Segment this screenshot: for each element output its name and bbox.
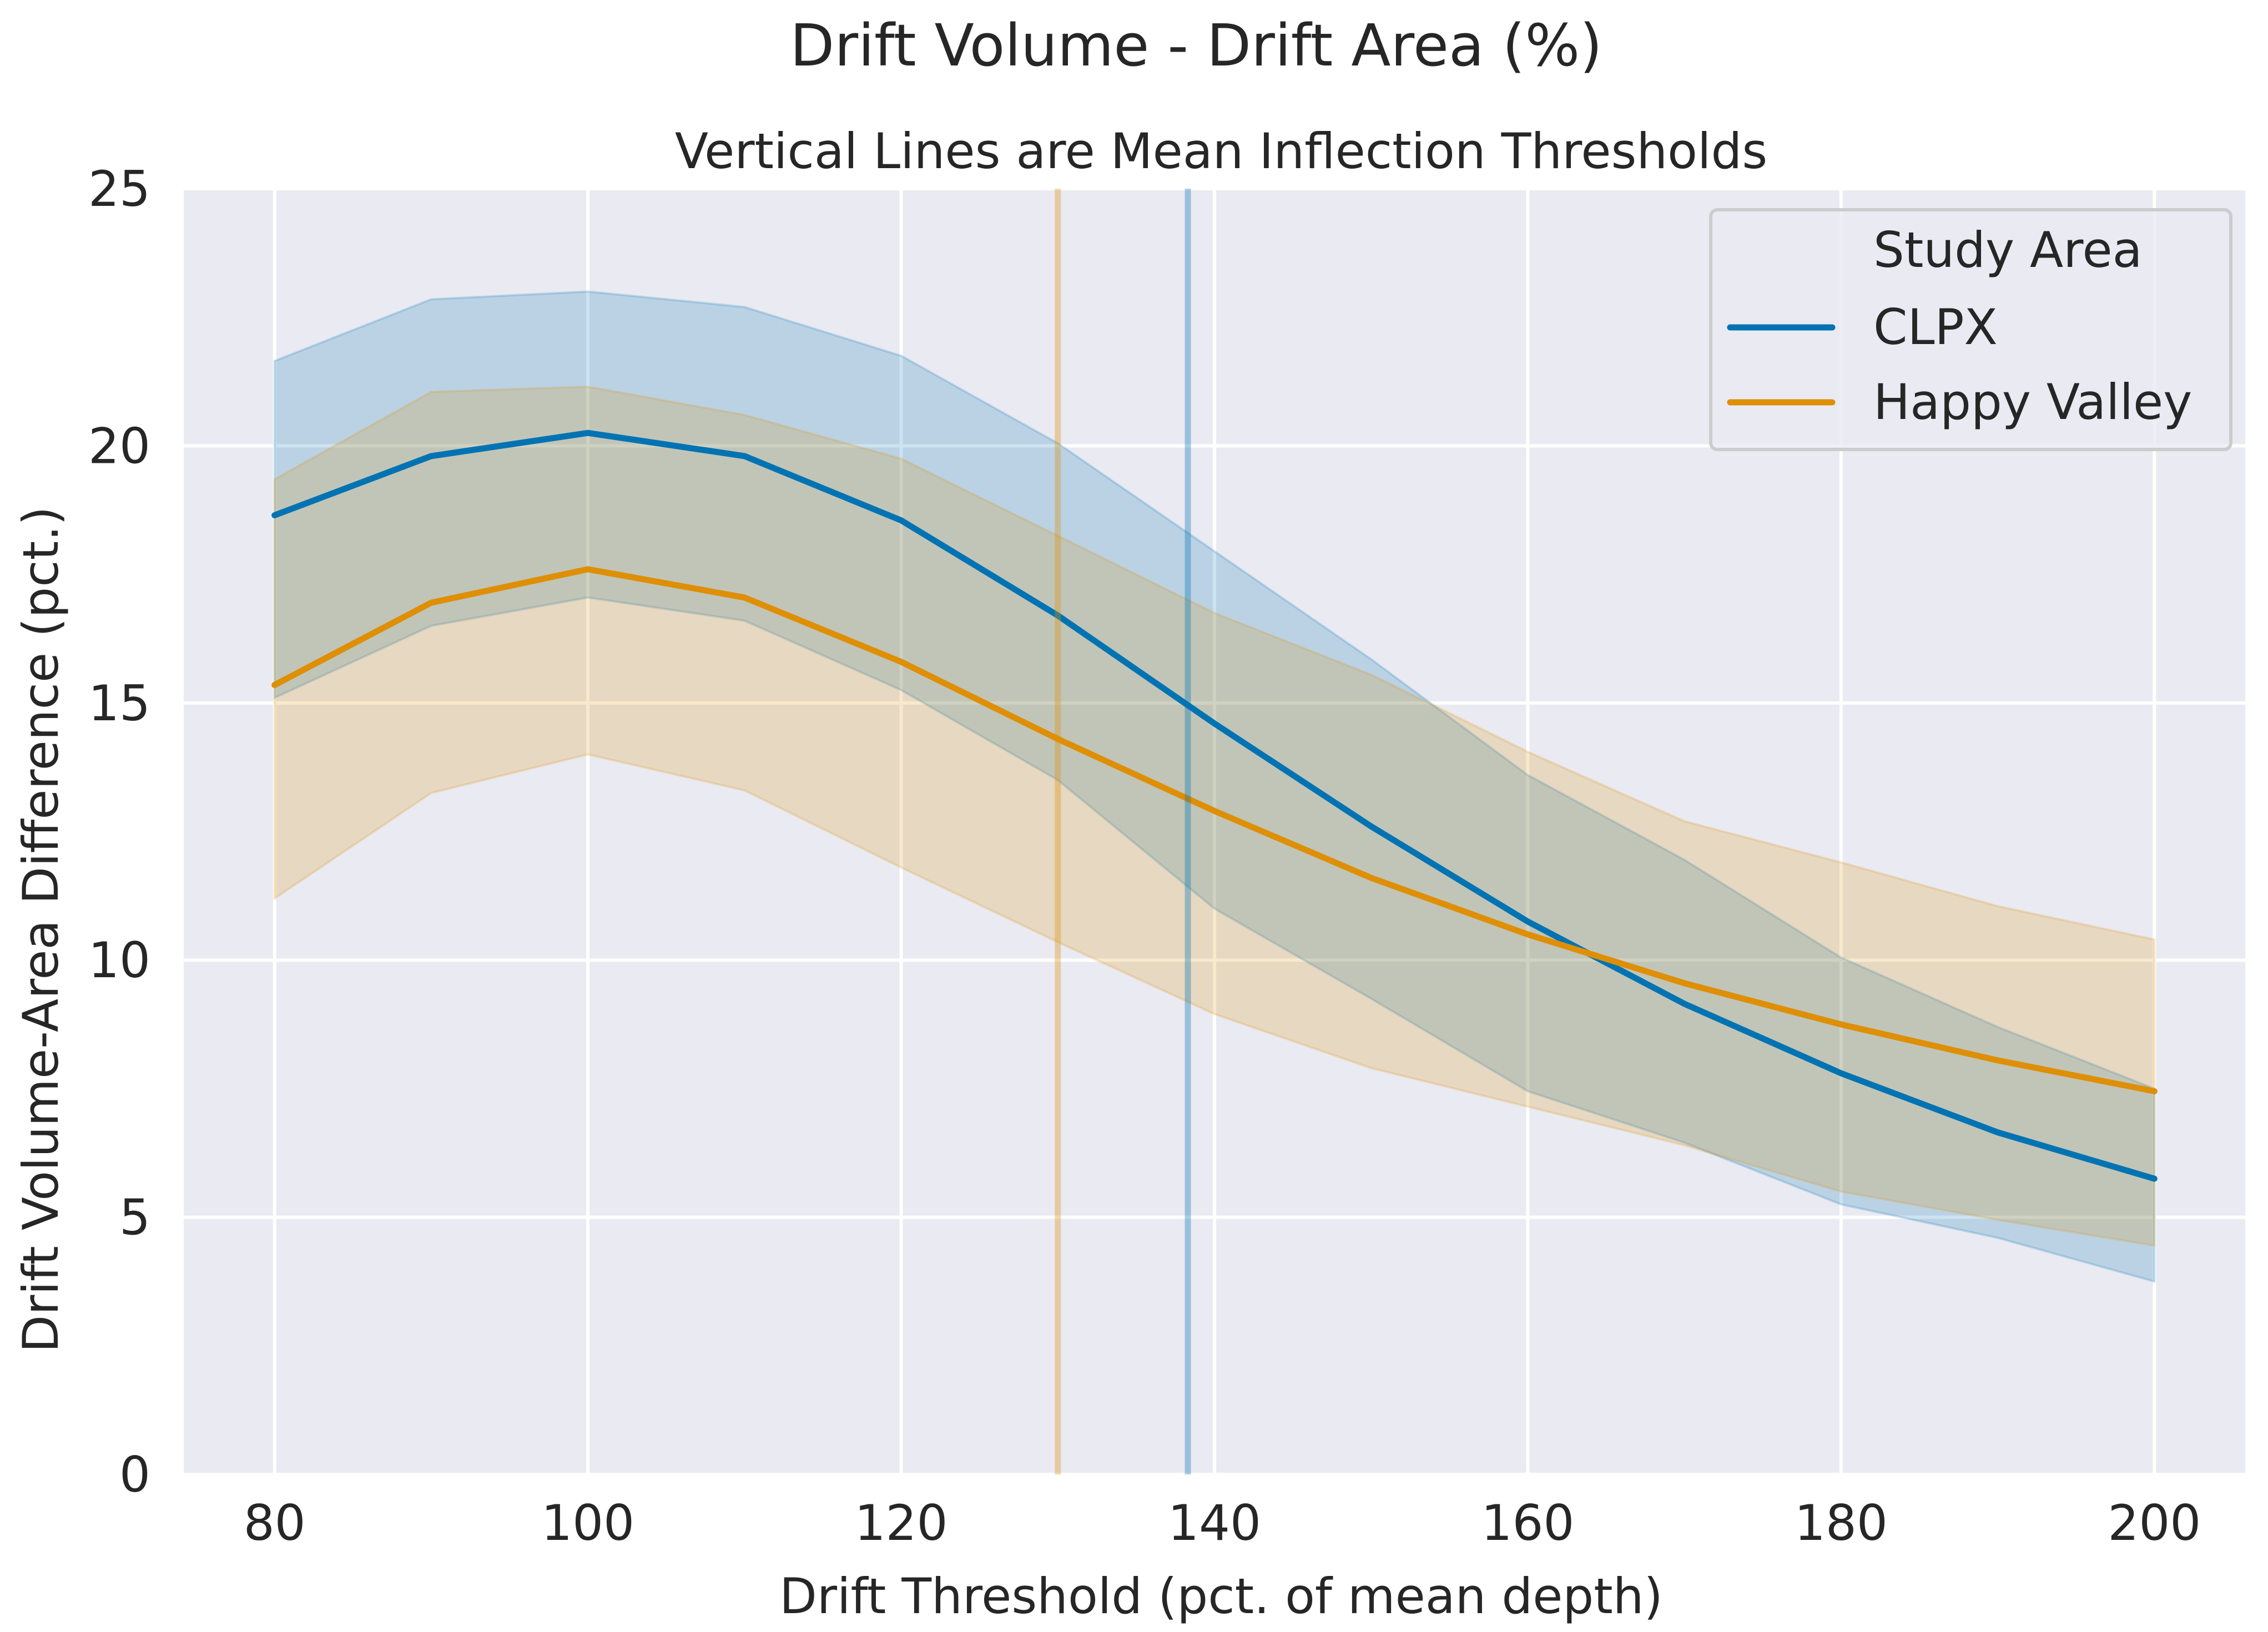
legend: Study Area CLPX Happy Valley: [1709, 208, 2232, 451]
inflection-lines: [1055, 189, 1191, 1474]
x-tick-label: 100: [541, 1494, 634, 1552]
y-axis-label: Drift Volume-Area Difference (pct.): [12, 507, 69, 1353]
x-axis-label: Drift Threshold (pct. of mean depth): [779, 1568, 1663, 1625]
confidence-bands: [273, 290, 2156, 1284]
y-tick-label: 10: [88, 932, 150, 989]
series-line-clpx: [271, 430, 2158, 1182]
x-tick-label: 120: [855, 1494, 948, 1552]
y-tick-label: 5: [119, 1189, 150, 1246]
legend-label-clpx: CLPX: [1873, 299, 1998, 356]
chart-subtitle: Vertical Lines are Mean Inflection Thres…: [675, 123, 1767, 180]
ci-band-clpx: [273, 290, 2156, 1284]
x-tick-label: 200: [2108, 1494, 2201, 1552]
y-tick-label: 25: [88, 160, 150, 218]
x-tick-label: 160: [1481, 1494, 1574, 1552]
chart-title: Drift Volume - Drift Area (%): [790, 12, 1602, 79]
series-line-happy-valley: [271, 566, 2158, 1094]
y-tick-label: 20: [88, 417, 150, 474]
y-tick-label: 15: [88, 675, 150, 732]
legend-label-happy-valley: Happy Valley: [1873, 373, 2192, 431]
y-tick-label: 0: [119, 1446, 150, 1503]
x-tick-label: 80: [244, 1494, 306, 1552]
tick-labels: 80 100 120 140 160 180 200 0 5 10 15 20 25: [88, 160, 2201, 1552]
legend-title: Study Area: [1873, 221, 2143, 279]
legend-frame: [1709, 208, 2232, 451]
x-tick-label: 180: [1795, 1494, 1888, 1552]
ci-band-happy-valley: [273, 385, 2156, 1247]
x-tick-label: 140: [1168, 1494, 1261, 1552]
series-lines: [271, 430, 2158, 1182]
